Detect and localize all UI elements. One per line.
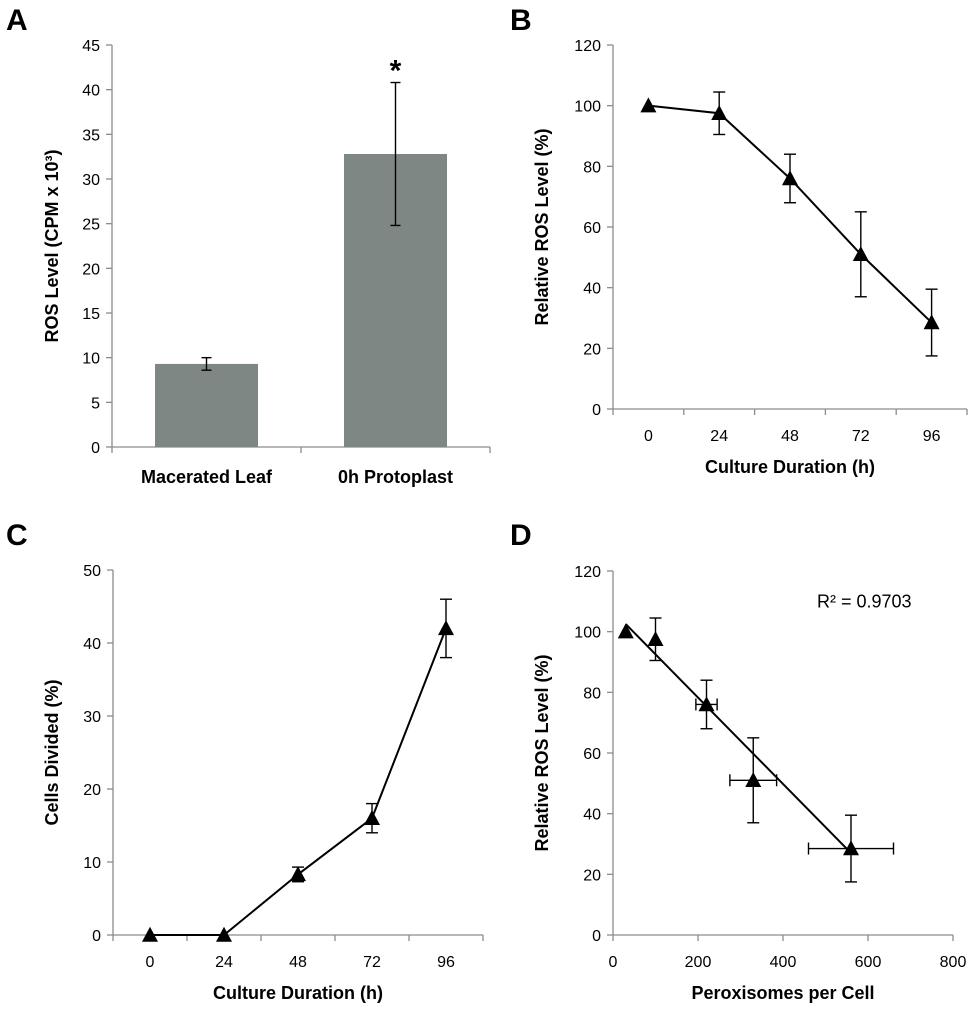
panel-b-y-tick-label: 40 [583,281,601,298]
plots-group: 0 5 10 15 20 25 30 35 40 45 ROS Level (CPM x 10³) M… [42,38,968,1003]
panel-d-y-tick-label: 0 [592,928,601,945]
panel-a-y-tick-label: 15 [82,306,100,323]
panel-b-y-tick-label: 20 [583,341,601,358]
panel-b-data-point [782,170,798,186]
panel-c-y-tick-label: 20 [83,782,101,799]
panel-c-x-tick-label: 72 [363,954,381,971]
panel-c-y-tick-label: 50 [83,563,101,580]
panel-c-data-point [216,926,232,942]
panel-d-y-tick-label: 80 [583,685,601,702]
panel-b-y-tick-label: 120 [574,38,601,55]
panel-c-y-axis-title: Cells Divided (%) [42,679,62,825]
panel-a-significance-star: * [390,55,402,88]
panel-d-x-tick-label: 200 [685,954,712,971]
panel-b-y-tick-label: 80 [583,159,601,176]
panel-d-data-point [617,623,634,639]
panel-b-y-axis-title: Relative ROS Level (%) [532,128,552,325]
panel-a-y-tick-label: 0 [91,440,100,457]
panel-b-data-point [711,105,728,120]
panel-d-trendline [625,623,852,854]
panel-c-x-tick-label: 24 [215,954,233,971]
panel-c-data-point [438,620,454,636]
panel-a-category-label: Macerated Leaf [141,467,273,487]
panel-c-y-tick-label: 40 [83,636,101,653]
panel-a-y-tick-label: 45 [82,38,100,55]
panel-c-x-tick-label: 0 [146,954,155,971]
panel-b-x-tick-label: 96 [923,428,941,445]
panel-c-y-tick-label: 30 [83,709,101,726]
panel-d-data-point [647,631,664,646]
panel-c-label: C [6,519,28,552]
panel-d-y-tick-label: 40 [583,807,601,824]
panel-a-y-tick-label: 20 [82,261,100,278]
panel-d-x-tick-label: 400 [770,954,797,971]
panel-d-data-point [698,696,715,712]
panel-c-x-tick-label: 96 [437,954,455,971]
panel-b-y-tick-label: 60 [583,220,601,237]
panel-b-x-tick-label: 24 [710,428,728,445]
panel-c-data-point [142,926,158,942]
panel-c-data-point [364,809,380,825]
panel-a-y-axis-title: ROS Level (CPM x 10³) [42,149,62,342]
panel-d-y-tick-label: 60 [583,746,601,763]
panel-d-y-tick-label: 20 [583,867,601,884]
panel-a-label: A [6,4,28,37]
panel-b-x-tick-label: 72 [852,428,870,445]
panel-b-data-point [852,246,869,262]
panel-b-data-point [640,97,657,113]
panel-d-y-tick-label: 120 [574,564,601,581]
panel-c-y-tick-label: 0 [92,928,101,945]
panel-d-y-axis-title: Relative ROS Level (%) [532,654,552,851]
panel-d-data-point [843,840,859,856]
panel-d-data-point [745,772,762,788]
panel-d-x-tick-label: 600 [855,954,882,971]
panel-c-series-line [150,628,447,936]
panel-a-y-tick-label: 25 [82,217,100,234]
panel-b-x-axis-title: Culture Duration (h) [705,457,875,477]
panel-b-data-point [923,314,940,330]
panel-d-x-tick-label: 800 [940,954,967,971]
panel-a-y-tick-label: 5 [91,395,100,412]
panel-a-y-tick-label: 40 [82,83,100,100]
panel-b-x-tick-label: 0 [644,428,653,445]
panel-b-y-tick-label: 100 [574,99,601,116]
panel-d-r-squared: R² = 0.9703 [817,591,912,611]
panel-b-x-tick-label: 48 [781,428,799,445]
panel-b-y-tick-label: 0 [592,402,601,419]
panel-c-x-tick-label: 48 [289,954,307,971]
panel-d-y-tick-label: 100 [574,625,601,642]
panel-a-bar [155,363,258,447]
panel-a-y-tick-label: 30 [82,172,100,189]
panel-a-category-label: 0h Protoplast [338,467,453,487]
panel-d-x-tick-label: 0 [609,954,618,971]
panel-d-x-axis-title: Peroxisomes per Cell [691,983,874,1003]
panel-b-series-line [648,104,933,324]
panel-c-data-point [290,866,306,882]
panel-a-y-tick-label: 35 [82,127,100,144]
panel-c-x-axis-title: Culture Duration (h) [213,983,383,1003]
panel-a-y-tick-label: 10 [82,351,100,368]
panel-b-label: B [510,4,532,37]
panel-d-label: D [510,519,532,552]
panel-c-y-tick-label: 10 [83,855,101,872]
